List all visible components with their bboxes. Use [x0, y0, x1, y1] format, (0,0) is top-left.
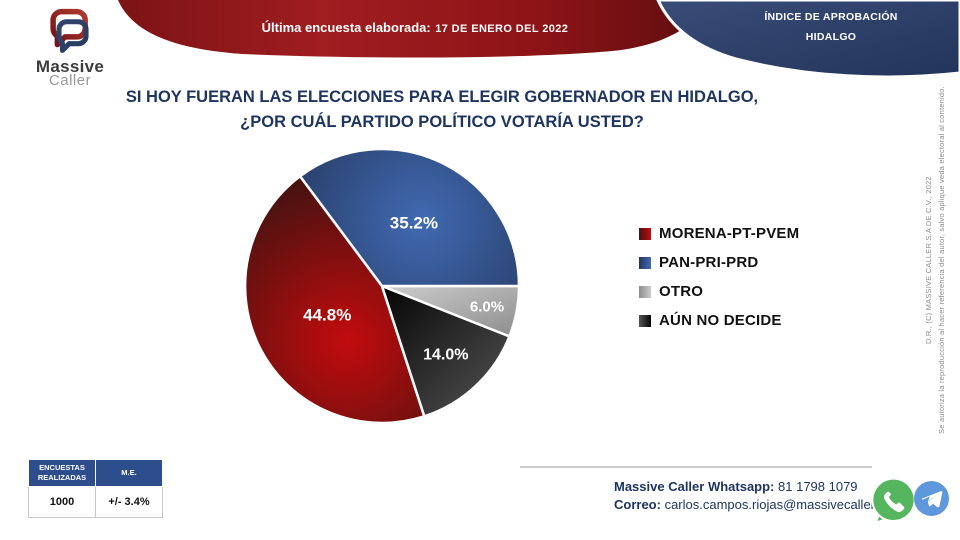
stats-value-me: +/- 3.4%: [95, 485, 163, 518]
legend-item: MORENA-PT-PVEM: [639, 225, 799, 242]
legend-item: AÚN NO DECIDE: [639, 312, 799, 329]
legend-swatch-icon: [639, 285, 651, 298]
legend-label: OTRO: [659, 283, 704, 300]
email-address: carlos.campos.riojas@massivecaller.com: [664, 497, 903, 512]
survey-date-banner: Última encuesta elaborada: 17 DE ENERO D…: [175, 19, 655, 37]
whatsapp-icon[interactable]: [871, 477, 916, 524]
red-ribbon: [118, 0, 708, 58]
sample-stats-table: ENCUESTAS REALIZADAS M.E. 1000 +/- 3.4%: [28, 459, 163, 518]
survey-date-label: Última encuesta elaborada:: [261, 20, 431, 35]
approval-index-state: HIDALGO: [805, 31, 857, 43]
approval-index-title: ÍNDICE DE APROBACIÓN: [764, 11, 898, 23]
legend-swatch-icon: [639, 227, 651, 240]
copyright-notice: D.R., (C) MASSIVE CALLER S.A DE C.V., 20…: [922, 60, 948, 460]
contact-block: Massive Caller Whatsapp: 81 1798 1079 Co…: [614, 478, 902, 514]
footer-divider: [520, 466, 872, 468]
legend-item: OTRO: [639, 283, 799, 300]
massive-caller-logo: Massive Caller: [22, 6, 118, 88]
contact-email-line: Correo: carlos.campos.riojas@massivecall…: [614, 496, 902, 514]
telegram-icon[interactable]: [914, 481, 949, 516]
pie-chart: 44.8% 14.0% 6.0% 35.2%: [243, 147, 521, 425]
legend-label: MORENA-PT-PVEM: [659, 225, 800, 242]
pie-slice-label: 6.0%: [470, 298, 504, 315]
pie-slice: [380, 284, 511, 418]
chart-legend: MORENA-PT-PVEM PAN-PRI-PRD OTRO AÚN NO DECI…: [639, 225, 799, 341]
pie-slice: [243, 174, 426, 425]
survey-date-value: 17 DE ENERO DEL 2022: [435, 23, 569, 35]
stats-header-encuestas: ENCUESTAS REALIZADAS: [28, 459, 96, 487]
table-row: 1000 +/- 3.4%: [28, 485, 163, 518]
legend-label: AÚN NO DECIDE: [659, 312, 782, 329]
question-title: SI HOY FUERAN LAS ELECCIONES PARA ELEGIR…: [125, 88, 759, 131]
legend-item: PAN-PRI-PRD: [639, 254, 799, 271]
navy-ribbon: [656, 0, 960, 79]
pie-slice-label: 44.8%: [303, 305, 351, 324]
logo-text-massive: Massive: [35, 57, 105, 76]
chat-bubbles-icon: [50, 8, 89, 53]
whatsapp-number: 81 1798 1079: [778, 479, 858, 494]
email-label: Correo:: [614, 497, 661, 512]
stats-value-encuestas: 1000: [28, 485, 96, 518]
approval-index-banner: ÍNDICE DE APROBACIÓN HIDALGO: [706, 7, 956, 47]
header-ribbons: [118, 0, 960, 79]
stats-header-me: M.E.: [95, 459, 163, 487]
copyright-line1: D.R., (C) MASSIVE CALLER S.A DE C.V., 20…: [924, 176, 933, 344]
pie-slice-label: 14.0%: [423, 347, 468, 364]
legend-label: PAN-PRI-PRD: [659, 254, 759, 271]
copyright-line2: Se autoriza la reproducción al hacer ref…: [937, 86, 946, 434]
pie-slice-label: 35.2%: [390, 213, 438, 232]
contact-whatsapp-line: Massive Caller Whatsapp: 81 1798 1079: [614, 478, 902, 496]
logo-text-caller: Caller: [48, 72, 92, 89]
whatsapp-label: Massive Caller Whatsapp:: [614, 479, 775, 494]
pie-slice: [298, 147, 521, 288]
legend-swatch-icon: [639, 256, 651, 269]
legend-swatch-icon: [639, 314, 651, 327]
